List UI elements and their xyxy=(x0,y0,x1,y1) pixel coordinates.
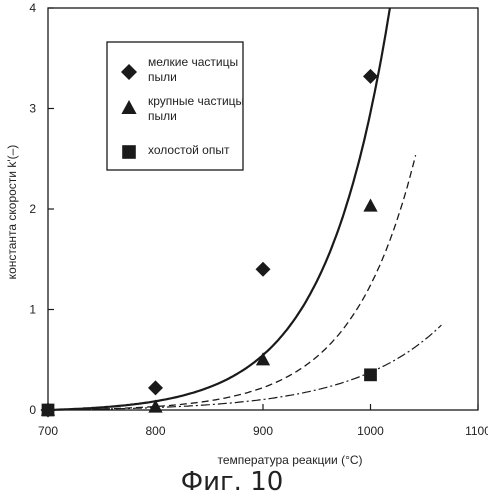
point-series-1-3 xyxy=(256,262,271,277)
point-series-2-4 xyxy=(363,198,377,211)
point-series-3-2 xyxy=(364,368,377,381)
curve-series-2 xyxy=(48,155,416,410)
x-tick-label-900: 900 xyxy=(253,424,273,438)
x-tick-label-1000: 1000 xyxy=(357,424,384,438)
y-tick-label-0: 0 xyxy=(29,403,36,417)
legend-label-2-1: крупные частицы xyxy=(148,94,244,108)
y-tick-label-1: 1 xyxy=(29,303,36,317)
y-tick-label-4: 4 xyxy=(29,1,36,15)
legend-label-1-1: мелкие частицы xyxy=(148,55,238,69)
curve-series-3 xyxy=(48,325,441,410)
x-tick-label-700: 700 xyxy=(38,424,58,438)
point-series-3-1 xyxy=(42,404,55,417)
axis-ticks: 700 800 900 1000 1100 0 1 2 3 4 xyxy=(29,1,488,438)
legend-marker-3 xyxy=(122,145,136,159)
legend-label-2-2: пыли xyxy=(148,109,177,123)
legend-label-3-1: холостой опыт xyxy=(148,143,230,157)
figure-caption: Фиг. 10 xyxy=(181,467,284,497)
x-tick-label-1100: 1100 xyxy=(465,424,488,438)
x-tick-label-800: 800 xyxy=(145,424,165,438)
x-axis-label: температура реакции (°C) xyxy=(217,453,362,467)
legend: мелкие частицыпыликрупные частицыпылихол… xyxy=(107,42,244,170)
legend-label-1-2: пыли xyxy=(148,70,177,84)
y-tick-label-2: 2 xyxy=(29,202,36,216)
y-tick-label-3: 3 xyxy=(29,102,36,116)
y-axis-label: константа скорости k'(–) xyxy=(5,145,19,280)
point-series-1-2 xyxy=(148,380,163,395)
